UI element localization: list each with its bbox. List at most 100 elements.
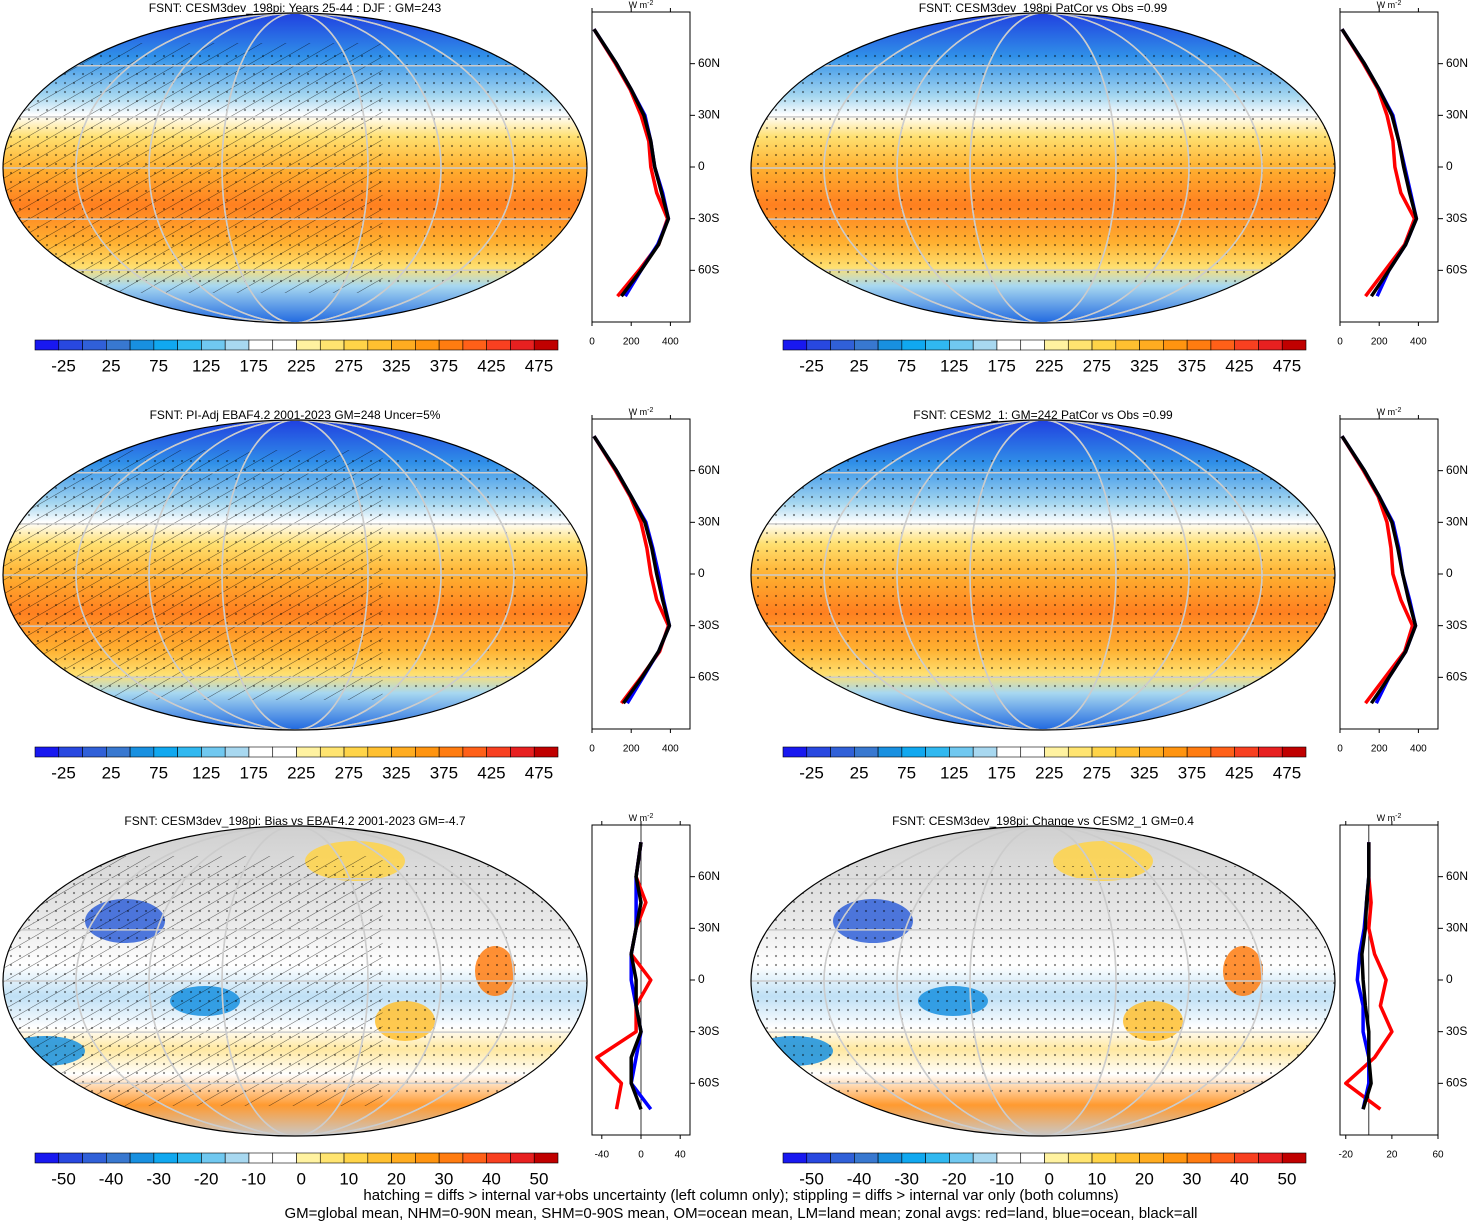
colorbar-box xyxy=(272,746,297,758)
colorbar-box xyxy=(106,746,131,758)
colorbar-label: 30 xyxy=(434,1169,453,1188)
colorbar-box xyxy=(319,1152,345,1164)
unit-label: W m-2 xyxy=(1377,0,1402,10)
colorbar-label: 275 xyxy=(1083,356,1111,375)
zonal-line-ocean xyxy=(1340,435,1418,704)
zonal-line-all xyxy=(592,435,672,705)
profile-frame xyxy=(1339,418,1439,730)
map xyxy=(751,826,1335,1136)
map xyxy=(751,420,1335,730)
colorbar-box xyxy=(1210,746,1235,758)
colorbar-box xyxy=(391,746,416,758)
y-tick-label: 0 xyxy=(698,972,705,986)
colorbar-labels: -25 25 75 125 175 225 275 325 375 425 475 xyxy=(51,356,553,375)
x-tick-label: 200 xyxy=(623,337,640,348)
colorbar-label: 275 xyxy=(335,763,363,782)
colorbar-box xyxy=(272,1152,297,1164)
colorbar-label: 325 xyxy=(382,763,410,782)
colorbar-box xyxy=(996,339,1022,351)
colorbar-box xyxy=(1139,339,1164,351)
colorbar-label: 425 xyxy=(477,356,505,375)
colorbar-box xyxy=(949,339,974,351)
graticule xyxy=(148,420,442,730)
x-tick-label: 0 xyxy=(1337,744,1343,755)
colorbar-label: 25 xyxy=(850,763,869,782)
colorbar-label: 325 xyxy=(382,356,410,375)
graticule xyxy=(148,13,442,323)
colorbar-box xyxy=(854,1152,879,1164)
colorbar-label: 275 xyxy=(1083,763,1111,782)
x-tick-label: 0 xyxy=(638,1150,644,1161)
colorbar-box xyxy=(296,339,321,351)
colorbar-label: 425 xyxy=(1225,356,1253,375)
colorbar-label: 325 xyxy=(1130,763,1158,782)
colorbar-box xyxy=(201,746,226,758)
zonal-line-all xyxy=(629,841,643,1110)
colorbar-box xyxy=(1091,339,1117,351)
x-tick-label: 200 xyxy=(623,744,640,755)
colorbar-label: -40 xyxy=(847,1169,872,1188)
colorbar-labels: -25 25 75 125 175 225 275 325 375 425 475 xyxy=(799,763,1301,782)
colorbar-label: 75 xyxy=(149,763,168,782)
colorbar-label: -50 xyxy=(51,1169,76,1188)
colorbar-label: 175 xyxy=(240,356,268,375)
colorbar-label: 40 xyxy=(482,1169,501,1188)
y-tick-label: 60N xyxy=(698,869,720,883)
colorbar-label: 75 xyxy=(897,356,916,375)
colorbar-label: 475 xyxy=(525,356,553,375)
colorbar-label: -20 xyxy=(942,1169,967,1188)
y-tick-label: 30S xyxy=(1446,211,1467,225)
colorbar-label: 375 xyxy=(1178,356,1206,375)
colorbar-box xyxy=(391,1152,416,1164)
unit-exp: -2 xyxy=(1395,0,1401,7)
map-border xyxy=(750,12,1336,324)
colorbar-label: -20 xyxy=(194,1169,219,1188)
colorbar-box xyxy=(462,1152,487,1164)
y-tick-label: 60N xyxy=(1446,869,1468,883)
colorbar-label: 125 xyxy=(940,356,968,375)
colorbar-label: 0 xyxy=(297,1169,306,1188)
colorbar-box xyxy=(782,339,808,351)
colorbar-box xyxy=(201,339,226,351)
colorbar-box xyxy=(248,1152,274,1164)
y-tick-label: 30S xyxy=(1446,618,1467,632)
colorbar-box xyxy=(972,1152,998,1164)
unit-base: W m xyxy=(629,407,648,417)
colorbar-box xyxy=(806,1152,831,1164)
graticule xyxy=(969,13,1117,323)
colorbar-label: 0 xyxy=(1045,1169,1054,1188)
unit-label: W m-2 xyxy=(629,0,654,10)
x-tick-label: 60 xyxy=(1432,1150,1444,1161)
colorbar-label: -25 xyxy=(51,763,76,782)
colorbar-label: 75 xyxy=(149,356,168,375)
colorbar-box xyxy=(830,746,855,758)
unit-label: W m-2 xyxy=(629,407,654,418)
colorbar-label: 375 xyxy=(430,356,458,375)
colorbar-box xyxy=(1258,1152,1283,1164)
x-tick-label: 200 xyxy=(1371,337,1388,348)
colorbar-box xyxy=(1186,1152,1212,1164)
colorbar-box xyxy=(901,746,926,758)
x-tick-label: 20 xyxy=(1386,1150,1398,1161)
colorbar-box xyxy=(901,339,926,351)
colorbar-box xyxy=(106,339,131,351)
colorbar-box xyxy=(1044,339,1069,351)
unit-base: W m xyxy=(1377,407,1396,417)
colorbar-box xyxy=(177,1152,202,1164)
colorbar-box xyxy=(1020,1152,1045,1164)
colorbar-label: 10 xyxy=(1087,1169,1106,1188)
graticule xyxy=(823,13,1263,323)
colorbar-box xyxy=(782,746,808,758)
y-tick-label: 30S xyxy=(1446,1024,1467,1038)
unit-label: W m-2 xyxy=(1377,813,1402,824)
colorbar-box xyxy=(1115,746,1140,758)
zonal-line-ocean xyxy=(592,435,672,705)
colorbar-label: 20 xyxy=(1135,1169,1154,1188)
unit-exp: -2 xyxy=(647,813,653,820)
colorbar-box xyxy=(367,339,392,351)
colorbar-label: 325 xyxy=(1130,356,1158,375)
colorbar-label: -25 xyxy=(799,356,824,375)
y-tick-label: 60S xyxy=(1446,263,1467,277)
colorbar-label: 475 xyxy=(1273,356,1301,375)
colorbar-box xyxy=(438,339,464,351)
